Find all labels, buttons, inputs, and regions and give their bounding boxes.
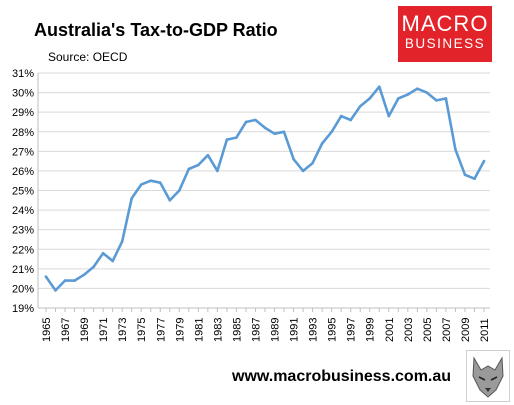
x-tick-label: 1977 [155, 318, 167, 342]
x-tick-label: 1989 [270, 318, 282, 342]
x-tick-label: 1967 [60, 318, 72, 342]
chart-title: Australia's Tax-to-GDP Ratio [34, 20, 278, 40]
x-tick-label: 1971 [98, 318, 110, 342]
data-point [406, 93, 410, 96]
data-point [311, 161, 314, 165]
y-tick-label: 23% [12, 225, 34, 237]
data-point [282, 130, 286, 134]
data-point [358, 104, 362, 108]
y-tick-label: 19% [12, 303, 34, 315]
x-tick-label: 1979 [174, 318, 186, 342]
x-tick-label: 1975 [136, 318, 148, 342]
data-point [416, 87, 419, 90]
y-tick-label: 21% [12, 264, 34, 276]
logo-line-1: MACRO [401, 11, 489, 36]
x-tick-label: 1997 [346, 318, 358, 342]
x-tick-label: 1999 [365, 318, 377, 342]
data-point [254, 118, 257, 122]
data-point [435, 99, 438, 102]
data-point [73, 279, 76, 282]
x-tick-label: 1995 [327, 318, 339, 342]
data-point [197, 163, 200, 167]
x-tick-label: 1991 [289, 318, 301, 342]
y-tick-label: 20% [12, 283, 34, 295]
macrobusiness-logo: MACRO BUSINESS [398, 6, 492, 62]
x-tick-label: 1983 [212, 318, 224, 342]
y-tick-label: 31% [12, 68, 34, 80]
data-point [368, 97, 372, 100]
data-point [473, 177, 476, 181]
data-point [320, 142, 324, 145]
data-point [92, 265, 95, 269]
data-point [263, 126, 267, 130]
data-point [292, 157, 295, 161]
data-point [301, 169, 305, 173]
data-point [482, 159, 486, 163]
data-point [235, 136, 238, 139]
y-tick-label: 25% [12, 186, 34, 198]
data-point [82, 273, 86, 277]
data-point [339, 114, 343, 118]
data-point [425, 91, 429, 94]
data-point [120, 240, 124, 243]
x-tick-label: 2001 [384, 318, 396, 342]
data-point [54, 289, 57, 292]
website-url: www.macrobusiness.com.au [232, 368, 452, 385]
y-tick-label: 26% [12, 166, 34, 178]
data-point [330, 130, 333, 134]
data-point [187, 167, 191, 171]
chart-subtitle: Source: OECD [48, 50, 128, 64]
data-point [387, 114, 391, 118]
y-tick-label: 30% [12, 88, 34, 100]
y-tick-label: 22% [12, 244, 34, 256]
x-tick-label: 1969 [79, 318, 91, 342]
data-point [130, 197, 133, 200]
x-tick-label: 1973 [117, 318, 129, 342]
data-point [444, 97, 448, 100]
y-tick-label: 29% [12, 107, 34, 119]
data-point [397, 97, 400, 100]
x-tick-label: 1965 [41, 318, 53, 342]
data-point [454, 148, 457, 151]
x-tick-label: 2007 [441, 318, 453, 342]
data-point [377, 85, 381, 89]
data-point [225, 138, 229, 141]
x-tick-label: 2005 [422, 318, 434, 342]
x-tick-label: 2009 [460, 318, 472, 342]
data-point [63, 279, 67, 282]
data-point [149, 179, 153, 183]
data-point [158, 181, 162, 184]
x-tick-label: 1985 [231, 318, 243, 342]
y-tick-label: 27% [12, 146, 34, 158]
x-tick-label: 1993 [308, 318, 320, 342]
logo-line-2: BUSINESS [404, 36, 486, 51]
x-tick-label: 1987 [250, 318, 262, 342]
x-tick-label: 2003 [403, 318, 415, 342]
wolf-icon [466, 350, 510, 402]
data-point [168, 198, 172, 202]
y-tick-label: 28% [12, 127, 34, 139]
data-point [178, 189, 181, 192]
data-point [349, 118, 352, 122]
data-point [139, 183, 143, 186]
data-point [216, 169, 219, 173]
data-point [206, 153, 210, 157]
data-point [44, 275, 48, 278]
data-point [111, 259, 114, 263]
x-tick-label: 2011 [479, 318, 491, 342]
data-point [463, 173, 467, 177]
data-point [244, 120, 248, 124]
y-tick-label: 24% [12, 205, 34, 217]
data-point [273, 132, 276, 136]
data-point [101, 251, 105, 255]
series-line [44, 85, 486, 292]
x-tick-label: 1981 [193, 318, 205, 342]
